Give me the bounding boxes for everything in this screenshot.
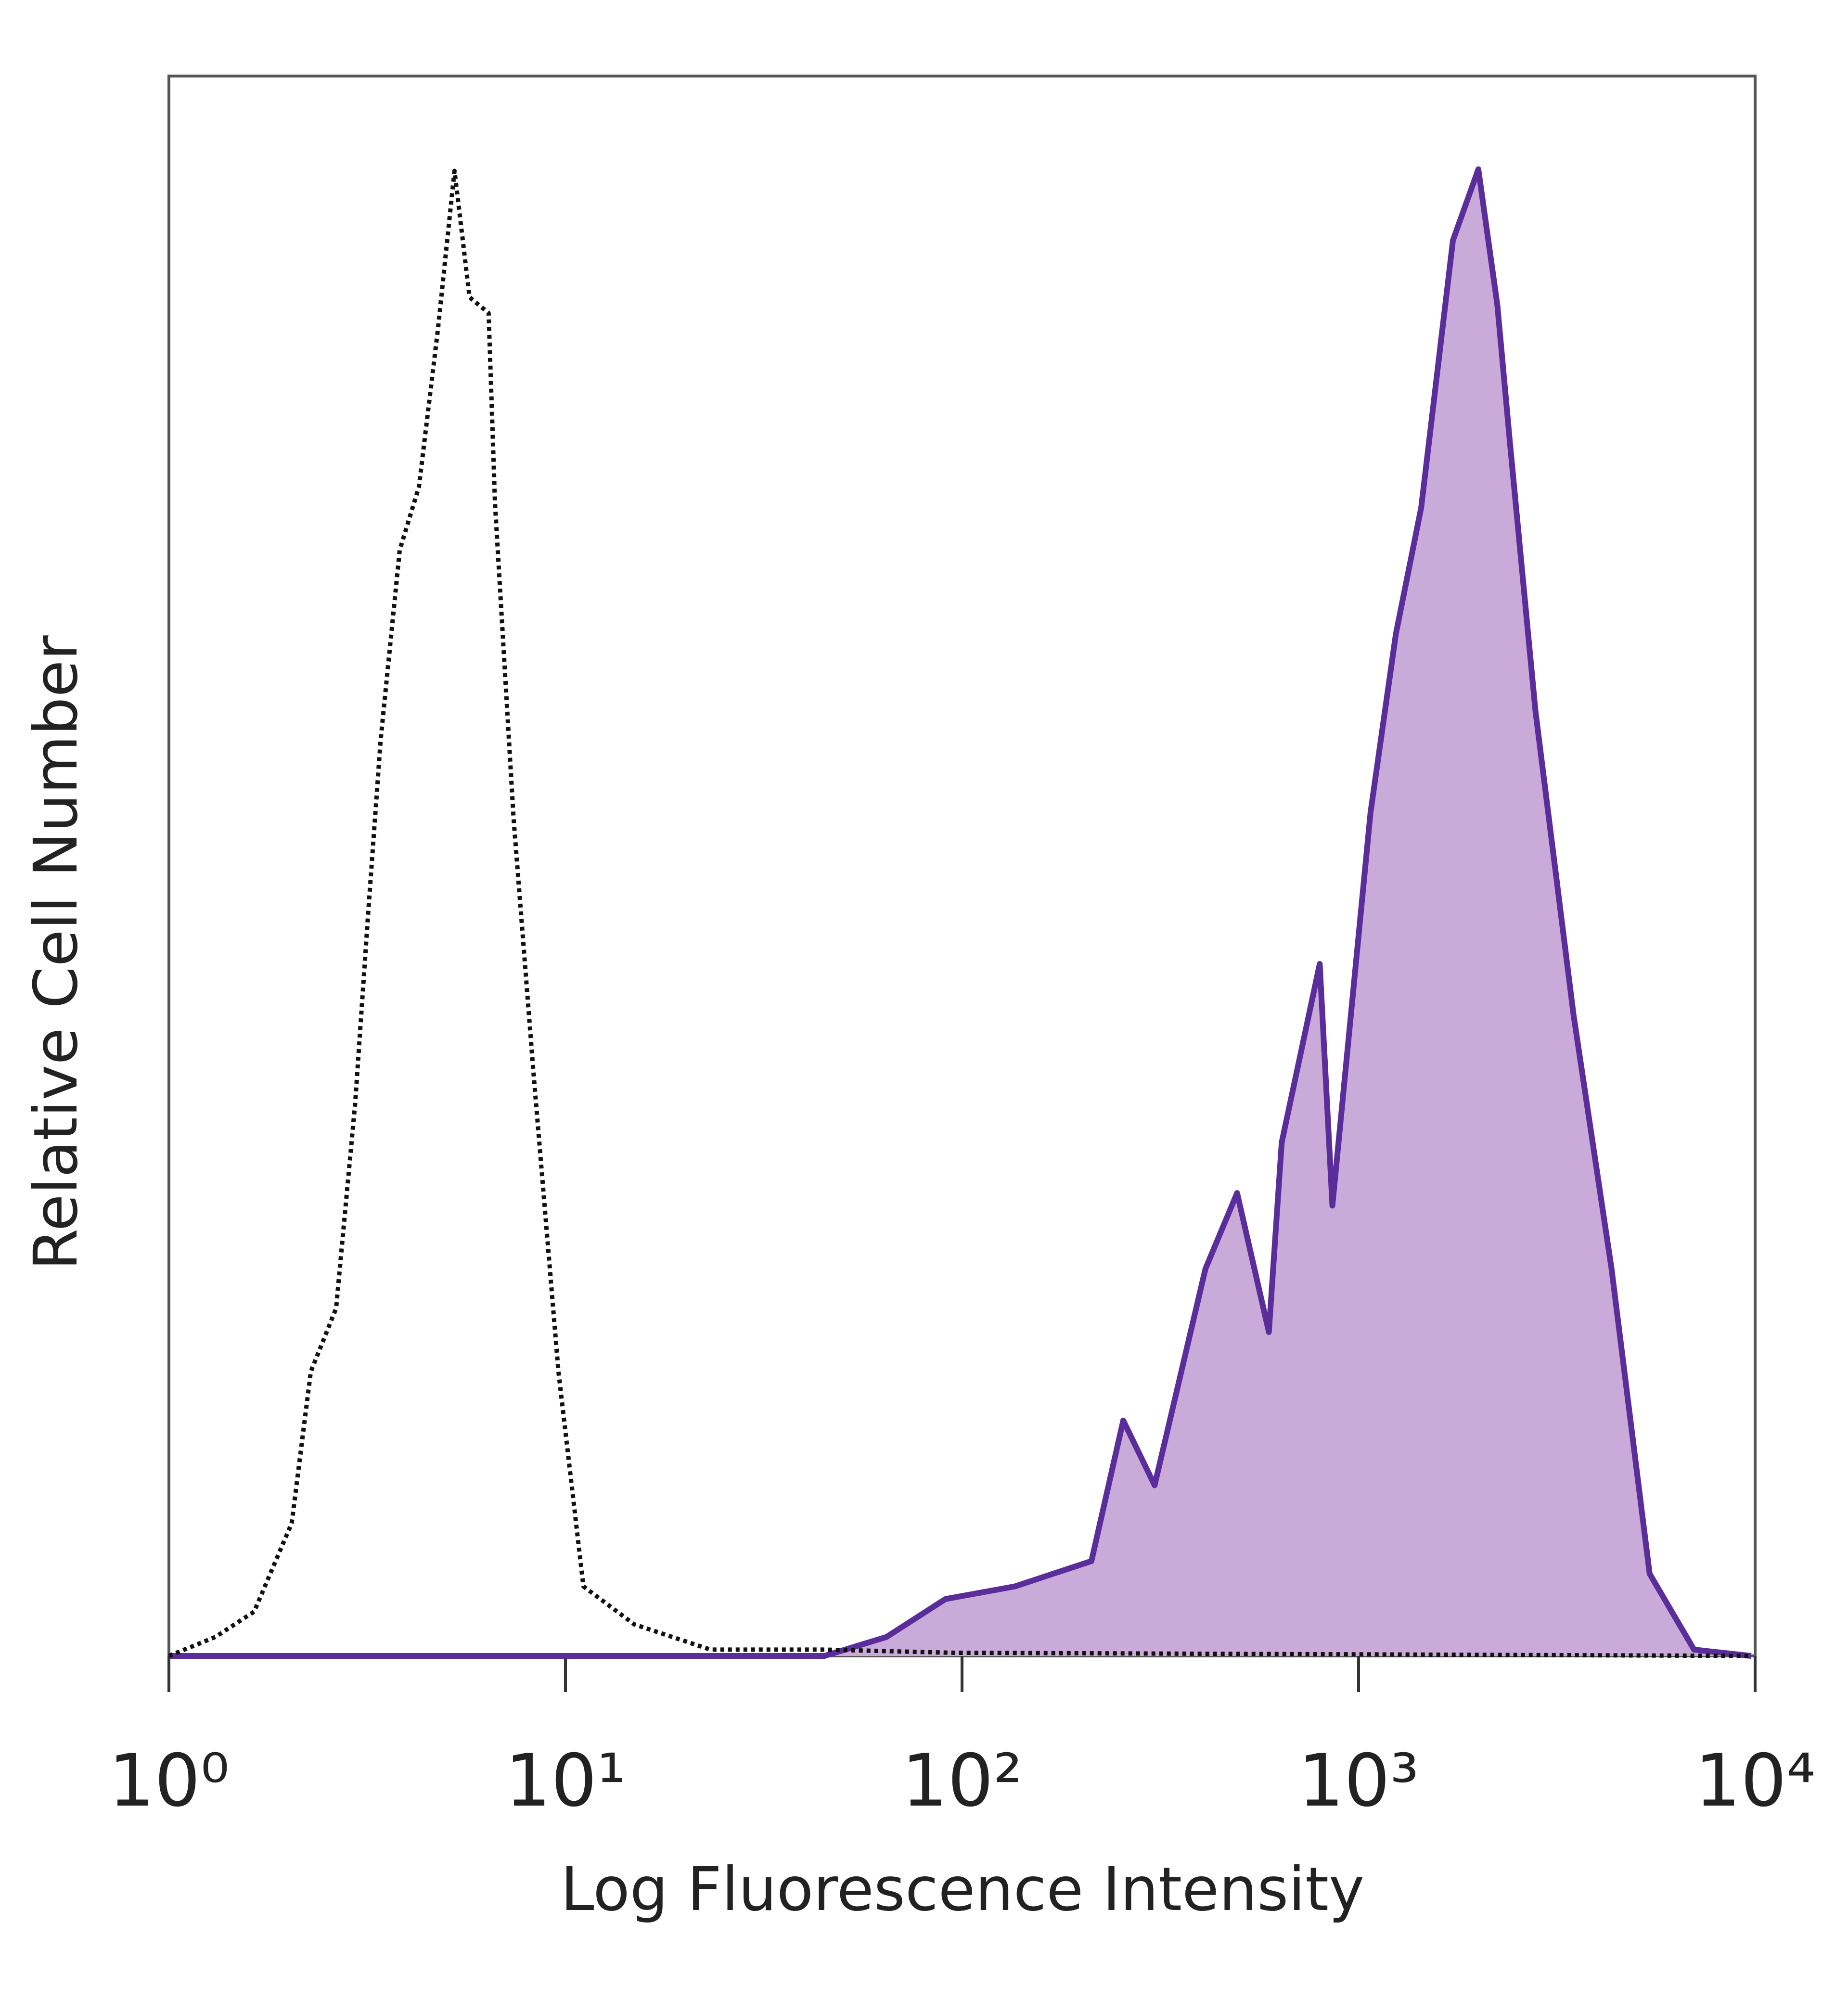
histogram-line (168, 168, 1752, 1658)
x-tick-label: 10² (901, 1739, 1022, 1823)
histogram-line (169, 166, 1752, 1659)
x-tick-label: 10⁰ (108, 1739, 229, 1823)
x-tick-label: 10¹ (505, 1739, 626, 1823)
x-tick-label: 10³ (1298, 1739, 1419, 1823)
x-tick-label: 10⁴ (1694, 1739, 1815, 1823)
x-axis-title: Log Fluorescence Intensity (561, 1855, 1364, 1924)
y-axis-title: Relative Cell Number (21, 635, 91, 1270)
area-fill (169, 169, 1751, 1656)
